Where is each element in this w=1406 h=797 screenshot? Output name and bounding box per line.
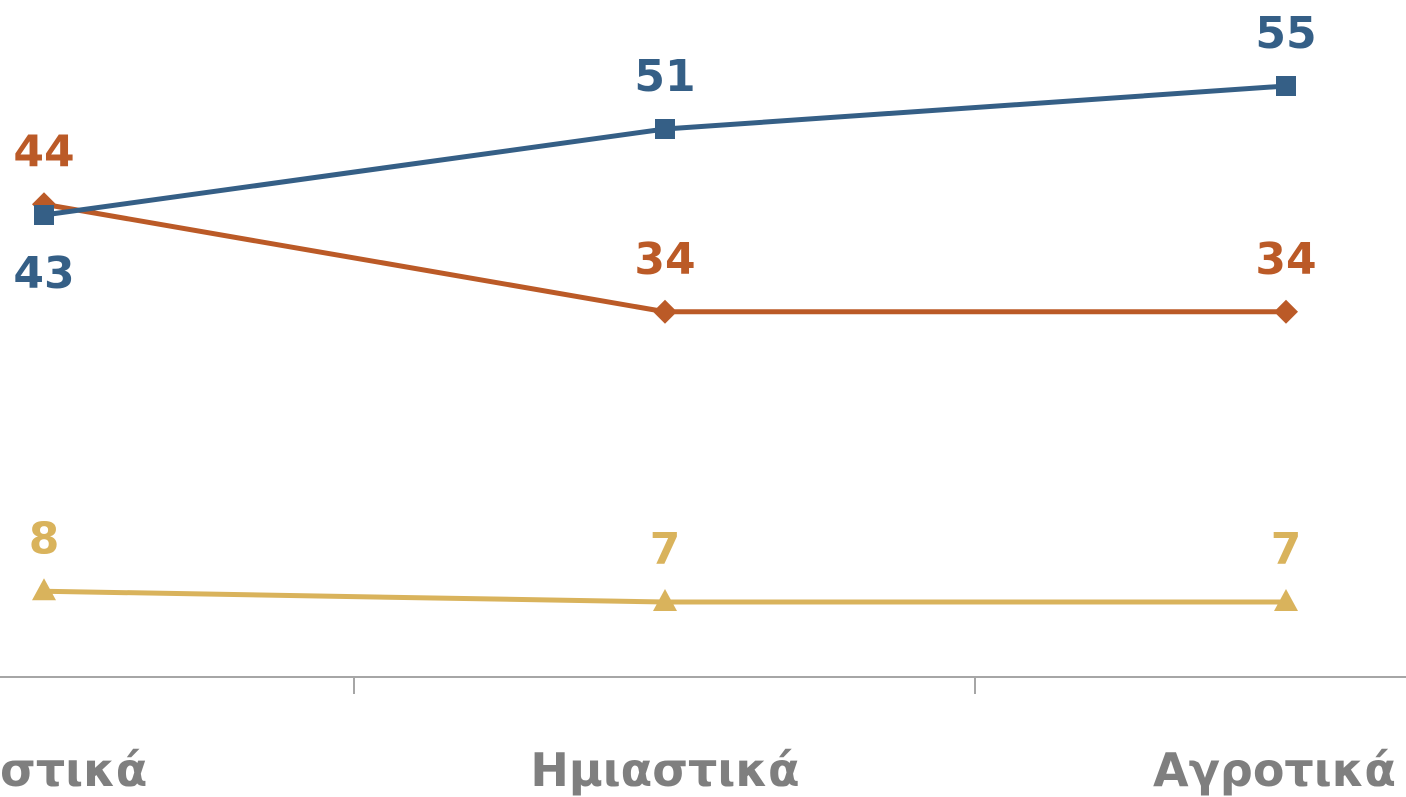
series-line <box>43 83 1287 218</box>
x-tick-label: στικά <box>0 743 147 797</box>
data-label: 51 <box>634 51 695 102</box>
data-point <box>32 578 56 601</box>
x-axis-labels: στικά Ημιαστικά Αγροτικά <box>0 743 1396 797</box>
data-label: 7 <box>1271 524 1302 575</box>
data-label: 44 <box>13 126 74 177</box>
data-label: 55 <box>1255 8 1316 59</box>
data-point <box>1274 299 1298 324</box>
data-point <box>653 299 677 324</box>
x-axis <box>0 676 1406 694</box>
data-label: 8 <box>29 513 60 564</box>
data-label: 34 <box>634 234 695 285</box>
data-point <box>34 205 54 225</box>
data-point <box>1276 76 1296 96</box>
series-2: 8 7 7 <box>29 513 1302 611</box>
data-label: 43 <box>13 248 74 299</box>
data-label: 34 <box>1255 234 1316 285</box>
data-point <box>1274 589 1298 611</box>
data-label: 7 <box>650 524 681 575</box>
x-tick-label: Ημιαστικά <box>530 743 799 797</box>
data-point <box>653 589 677 611</box>
series-1: 44 34 34 <box>13 126 1317 324</box>
data-point <box>655 119 675 139</box>
series-layer: 8 7 7 44 34 34 43 51 55 <box>13 8 1317 611</box>
series-0: 43 51 55 <box>13 8 1316 299</box>
x-tick-label: Αγροτικά <box>1153 743 1396 797</box>
